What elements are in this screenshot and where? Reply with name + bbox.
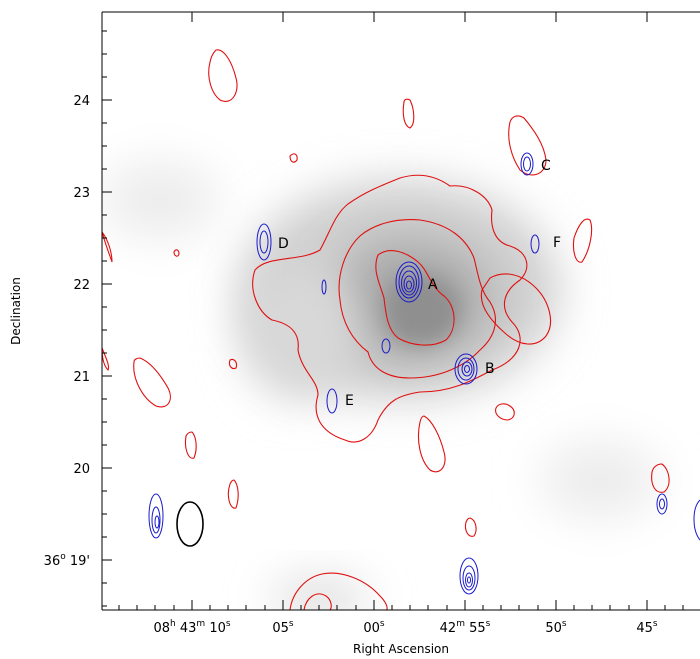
blue-contour-edge [693, 499, 700, 541]
y-axis-title: Declination [9, 277, 23, 345]
y-tick-label: 24 [73, 94, 90, 109]
y-axis-ticks [102, 30, 112, 607]
red-contour-right-lower [651, 463, 670, 493]
blue-contour-small-2 [381, 338, 391, 354]
source-label-e: E [345, 393, 354, 409]
red-contour-bottom [289, 572, 388, 610]
source-label-d: D [278, 236, 289, 252]
red-contour-small-1 [402, 98, 415, 129]
axes-frame [101, 11, 700, 611]
source-label-f: F [553, 235, 561, 251]
beam-ellipse [176, 501, 204, 547]
red-contour-mid [338, 219, 496, 379]
red-contour-c [508, 115, 547, 176]
red-contour-inner [375, 250, 455, 346]
red-contour-left [102, 231, 113, 263]
red-contour-small-6 [227, 479, 239, 509]
red-contour-ll [133, 357, 171, 408]
x-tick-label: 08h 43m 10s [153, 619, 230, 636]
blue-contour-lower-mid [459, 557, 479, 595]
x-axis-ticks [118, 12, 684, 610]
x-tick-label: 50s [545, 619, 567, 636]
red-contour-small-7 [495, 403, 515, 421]
y-tick-label: 21 [73, 370, 90, 385]
red-contour-small-3 [173, 249, 180, 257]
blue-contour-lower-right [656, 493, 668, 515]
red-contour-small-4 [228, 358, 238, 370]
red-contour-bottom-inner [303, 593, 332, 610]
y-tick-label-bottom: 36o 19' [44, 552, 90, 569]
red-contour-outer [252, 174, 528, 443]
blue-contour-source-d [256, 223, 272, 261]
red-contour-f [572, 218, 593, 263]
red-contours [102, 49, 670, 610]
x-tick-labels: 08h 43m 10s 05s 00s 42m 55s 50s 45s [153, 619, 657, 636]
y-tick-label: 22 [73, 278, 90, 293]
y-tick-labels: 24 23 22 21 20 36o 19' [44, 94, 90, 569]
red-contour-left-2 [102, 347, 110, 371]
blue-contours [148, 152, 700, 595]
x-tick-label: 05s [272, 619, 294, 636]
blue-contour-source-b [454, 353, 478, 385]
source-labels: A B C D E F [278, 158, 561, 409]
red-contour-small-2 [289, 153, 298, 163]
blue-contour-small-1 [321, 279, 327, 295]
source-label-b: B [485, 361, 495, 377]
blue-contour-source-f [530, 234, 540, 254]
blue-contour-source-a [395, 261, 423, 303]
red-contour-top [208, 49, 238, 102]
blue-contour-source-e [326, 388, 338, 414]
source-label-c: C [541, 158, 551, 174]
y-tick-label: 23 [73, 186, 90, 201]
grayscale-emission [102, 12, 700, 610]
red-contour-small-5 [184, 431, 197, 459]
blue-contour-lower-left [148, 493, 164, 539]
blue-contour-source-c [520, 152, 534, 176]
x-tick-label: 42m 55s [440, 619, 491, 636]
red-contour-right [480, 273, 551, 345]
x-axis-title: Right Ascension [353, 642, 449, 656]
x-tick-label: 45s [636, 619, 658, 636]
x-tick-label: 00s [363, 619, 385, 636]
source-label-a: A [428, 277, 438, 293]
red-contour-small-8 [464, 517, 477, 537]
red-contour-lower-mid [417, 415, 446, 473]
y-tick-label: 20 [73, 462, 90, 477]
